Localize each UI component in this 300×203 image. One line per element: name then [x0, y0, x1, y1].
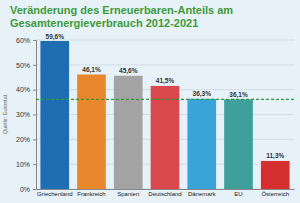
reference-line	[36, 99, 294, 100]
tick: 40%	[16, 86, 36, 93]
tick-mark	[33, 189, 36, 190]
tick-label: 50%	[16, 62, 30, 69]
data-labels: 59,6% 46,1% 45,6% 41,5% 36,3% 36,1% 11,3%	[46, 32, 285, 160]
bar	[261, 161, 290, 189]
bar	[151, 86, 180, 189]
tick: 50%	[16, 62, 36, 69]
grid-line	[36, 64, 294, 65]
axis-line	[33, 41, 37, 190]
bars	[36, 41, 294, 189]
data-label: 45,6%	[119, 67, 138, 75]
tick: 0%	[20, 186, 36, 193]
tick: Deutschland	[148, 189, 181, 197]
tick-label: 60%	[16, 37, 30, 44]
grid	[36, 40, 294, 189]
y-axis: 0% 10% 20% 30% 40% 50% 60%	[16, 37, 37, 193]
tick: Dänemark	[188, 189, 217, 197]
tick: 20%	[16, 136, 36, 143]
category-label: Griechenland	[37, 191, 73, 197]
bar	[224, 99, 253, 189]
tick: Spanien	[117, 189, 139, 197]
chart: Veränderung des Erneuerbaren-Anteils amG…	[0, 0, 300, 203]
tick-label: 30%	[16, 111, 30, 118]
tick-label: 10%	[16, 161, 30, 168]
tick: Frankreich	[77, 189, 105, 197]
data-label: 46,1%	[82, 66, 101, 74]
tick: EU	[234, 189, 242, 197]
bar	[114, 76, 143, 189]
data-label: 41,5%	[156, 77, 175, 85]
bar	[187, 99, 216, 189]
category-label: Frankreich	[77, 191, 105, 197]
tick: 10%	[16, 161, 36, 168]
tick-mark	[33, 65, 36, 66]
tick-label: 20%	[16, 136, 30, 143]
tick-mark	[33, 90, 36, 91]
tick: Griechenland	[37, 189, 73, 197]
tick-mark	[33, 139, 36, 140]
tick-mark	[33, 164, 36, 165]
plot: 0% 10% 20% 30% 40% 50% 60% Griechenland Frankrei…	[16, 32, 295, 196]
x-axis: Griechenland Frankreich Spanien Deutschland…	[37, 189, 295, 197]
tick-label: 0%	[20, 186, 30, 193]
category-label: Dänemark	[188, 191, 217, 197]
title: Veränderung des Erneuerbaren-Anteils amG…	[10, 4, 233, 29]
bar	[40, 41, 69, 189]
data-label: 36,1%	[229, 91, 248, 99]
data-label: 59,6%	[46, 32, 65, 40]
tick: 60%	[16, 37, 36, 44]
grid-line	[36, 40, 294, 41]
category-label: Österreich	[261, 191, 289, 197]
data-label: 36,3%	[193, 90, 212, 98]
tick: 30%	[16, 111, 36, 118]
category-label: Deutschland	[148, 191, 181, 197]
data-label: 11,3%	[266, 152, 284, 160]
tick-mark	[33, 115, 36, 116]
tick-label: 40%	[16, 86, 30, 93]
category-label: EU	[234, 191, 242, 197]
tick-mark	[33, 40, 36, 41]
source: Quelle: Eurostat	[2, 94, 8, 134]
category-label: Spanien	[117, 191, 139, 197]
tick: Österreich	[261, 189, 289, 197]
bar	[77, 75, 106, 189]
